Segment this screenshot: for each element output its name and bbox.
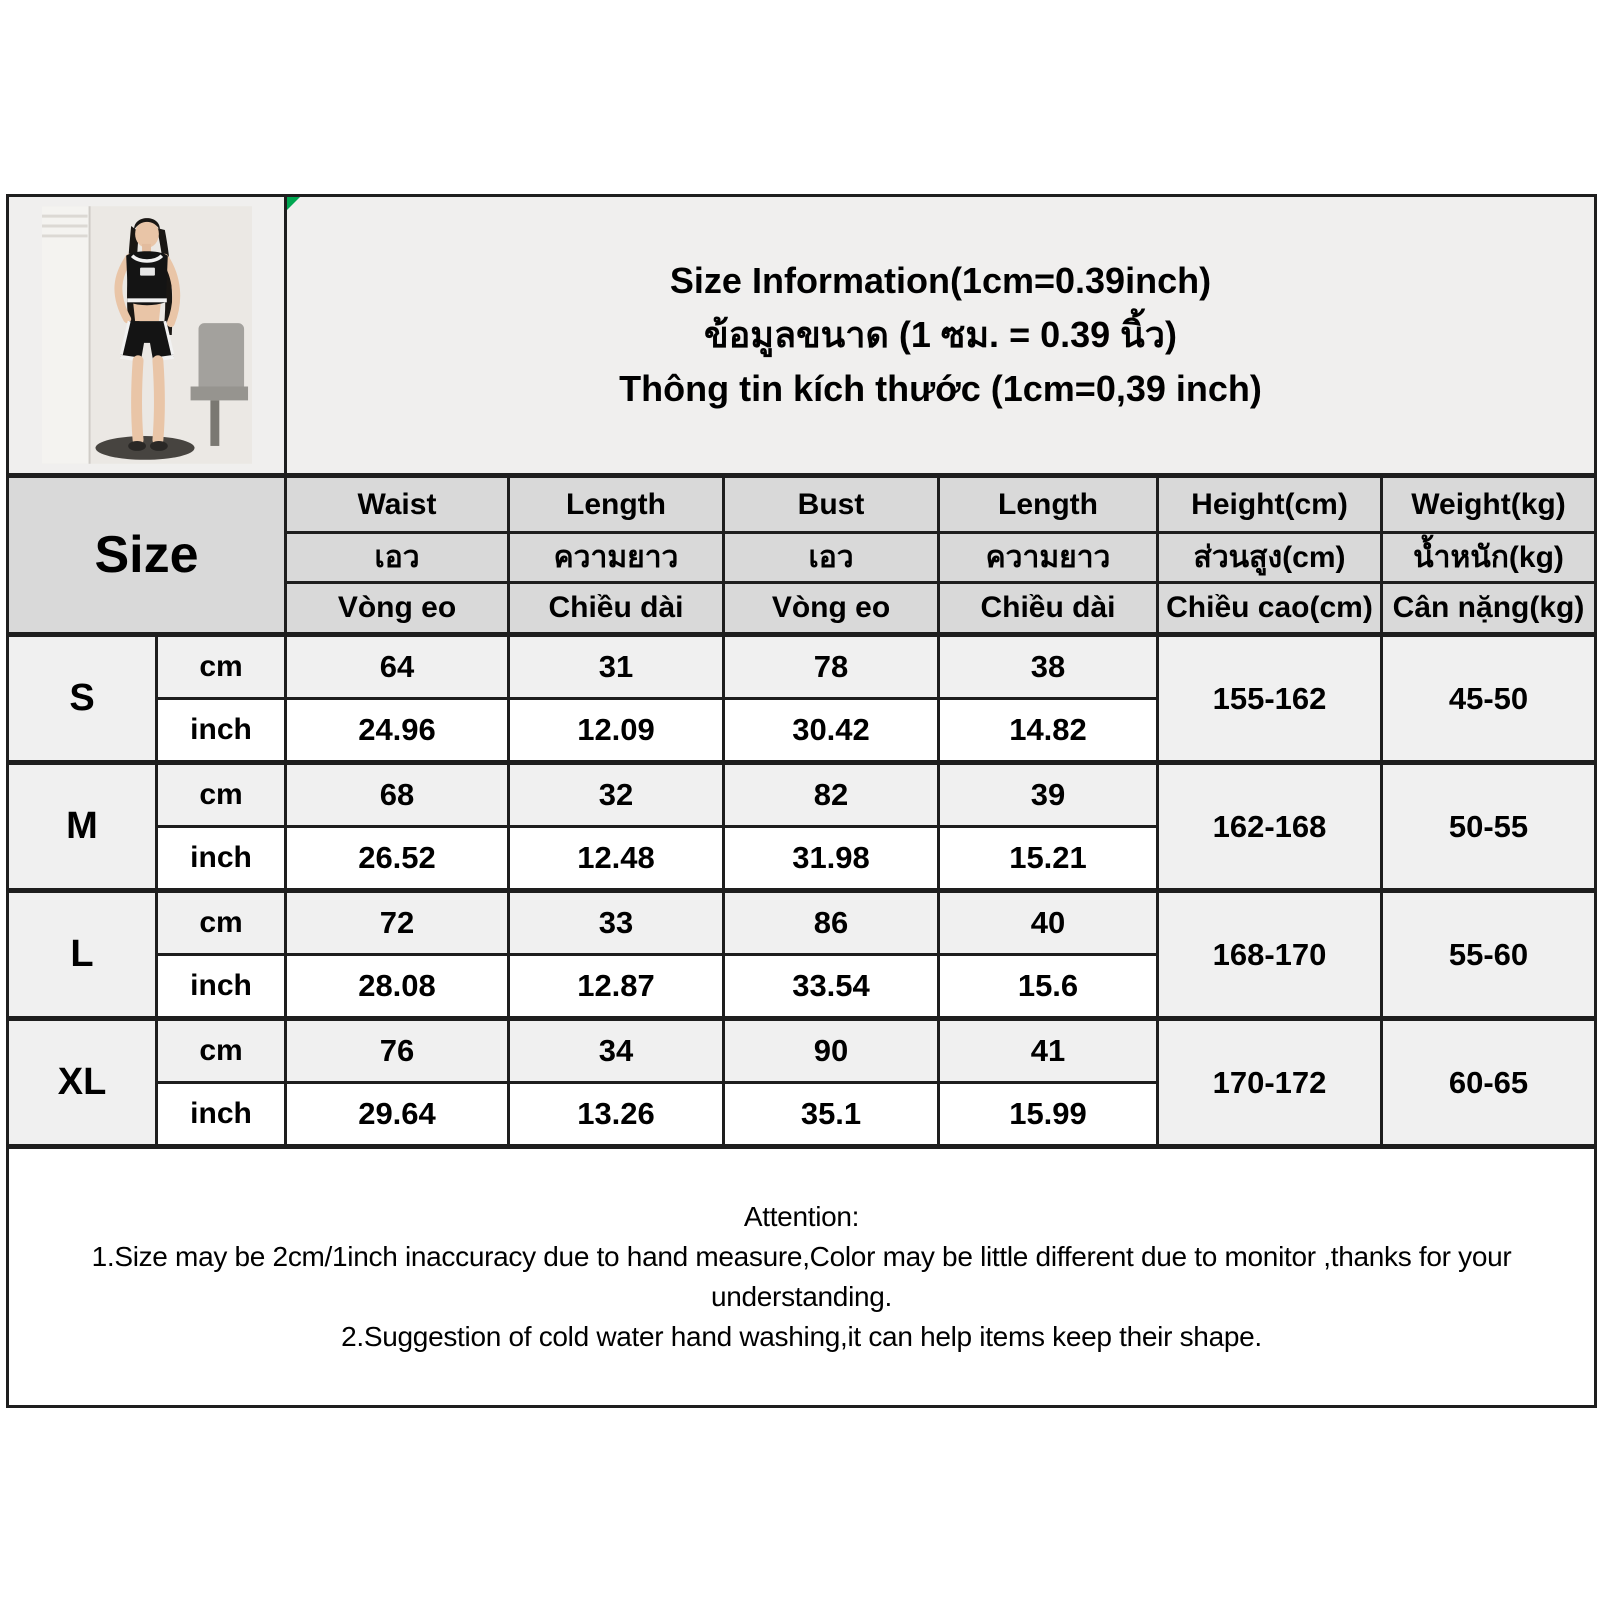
header-weight-en: Weight(kg) <box>1379 473 1598 534</box>
size-label-m: M <box>6 760 158 892</box>
unit-label-inch: inch <box>155 953 287 1020</box>
header-height-th: ส่วนสูง(cm) <box>1156 531 1383 584</box>
cell-m-cm-length1: 32 <box>507 760 725 828</box>
cell-l-inch-waist: 28.08 <box>284 953 510 1020</box>
attention-cell: Attention: 1.Size may be 2cm/1inch inacc… <box>5 1144 1598 1408</box>
cell-l-cm-bust: 86 <box>722 888 940 956</box>
attention-note-1: 1.Size may be 2cm/1inch inaccuracy due t… <box>91 1241 1512 1312</box>
unit-label-inch: inch <box>155 1081 287 1148</box>
title-vietnamese: Thông tin kích thước (1cm=0,39 inch) <box>619 368 1262 409</box>
header-bust-vi: Vòng eo <box>722 581 940 636</box>
cell-xl-cm-length1: 34 <box>507 1016 725 1084</box>
header-length1-th: ความยาว <box>507 531 725 584</box>
cell-l-weight: 55-60 <box>1379 888 1598 1020</box>
header-length1-en: Length <box>507 473 725 534</box>
cell-m-cm-bust: 82 <box>722 760 940 828</box>
header-length2-vi: Chiều dài <box>937 581 1159 636</box>
header-weight-vi: Cân nặng(kg) <box>1379 581 1598 636</box>
cell-s-weight: 45-50 <box>1379 632 1598 764</box>
header-bust-en: Bust <box>722 473 940 534</box>
cell-l-height: 168-170 <box>1156 888 1383 1020</box>
cell-m-inch-length2: 15.21 <box>937 825 1159 892</box>
header-height-vi: Chiều cao(cm) <box>1156 581 1383 636</box>
title-thai: ข้อมูลขนาด (1 ซม. = 0.39 นิ้ว) <box>704 314 1177 355</box>
cell-m-cm-length2: 39 <box>937 760 1159 828</box>
header-length1-vi: Chiều dài <box>507 581 725 636</box>
cell-l-inch-bust: 33.54 <box>722 953 940 1020</box>
attention-note-2: 2.Suggestion of cold water hand washing,… <box>341 1321 1262 1352</box>
cell-xl-cm-waist: 76 <box>284 1016 510 1084</box>
cell-s-cm-length2: 38 <box>937 632 1159 700</box>
cell-s-inch-length2: 14.82 <box>937 697 1159 764</box>
cell-xl-inch-waist: 29.64 <box>284 1081 510 1148</box>
size-label-l: L <box>6 888 158 1020</box>
cell-m-inch-waist: 26.52 <box>284 825 510 892</box>
cell-xl-inch-bust: 35.1 <box>722 1081 940 1148</box>
header-length2-en: Length <box>937 473 1159 534</box>
cell-s-height: 155-162 <box>1156 632 1383 764</box>
cell-xl-height: 170-172 <box>1156 1016 1383 1148</box>
cell-l-cm-waist: 72 <box>284 888 510 956</box>
cell-l-cm-length2: 40 <box>937 888 1159 956</box>
header-height-en: Height(cm) <box>1156 473 1383 534</box>
unit-label-inch: inch <box>155 697 287 764</box>
cell-xl-cm-bust: 90 <box>722 1016 940 1084</box>
title-cell: Size Information(1cm=0.39inch) ข้อมูลขนา… <box>283 194 1598 477</box>
cell-s-cm-bust: 78 <box>722 632 940 700</box>
header-waist-en: Waist <box>284 473 510 534</box>
cell-m-inch-bust: 31.98 <box>722 825 940 892</box>
header-waist-th: เอว <box>284 531 510 584</box>
cell-l-cm-length1: 33 <box>507 888 725 956</box>
green-corner-marker-icon <box>288 198 300 210</box>
header-bust-th: เอว <box>722 531 940 584</box>
header-waist-vi: Vòng eo <box>284 581 510 636</box>
header-weight-th: น้ำหนัก(kg) <box>1379 531 1598 584</box>
cell-s-cm-waist: 64 <box>284 632 510 700</box>
size-corner-label: Size <box>6 473 287 636</box>
cell-m-height: 162-168 <box>1156 760 1383 892</box>
cell-s-cm-length1: 31 <box>507 632 725 700</box>
model-photo-illustration <box>41 206 252 464</box>
header-length2-th: ความยาว <box>937 531 1159 584</box>
unit-label-cm: cm <box>155 760 287 828</box>
cell-xl-weight: 60-65 <box>1379 1016 1598 1148</box>
cell-xl-inch-length1: 13.26 <box>507 1081 725 1148</box>
cell-s-inch-waist: 24.96 <box>284 697 510 764</box>
size-chart-table: Size Information(1cm=0.39inch) ข้อมูลขนา… <box>5 194 1598 1408</box>
cell-s-inch-length1: 12.09 <box>507 697 725 764</box>
title-english: Size Information(1cm=0.39inch) <box>669 260 1212 301</box>
unit-label-cm: cm <box>155 632 287 700</box>
cell-s-inch-bust: 30.42 <box>722 697 940 764</box>
cell-m-cm-waist: 68 <box>284 760 510 828</box>
unit-label-cm: cm <box>155 1016 287 1084</box>
cell-m-inch-length1: 12.48 <box>507 825 725 892</box>
product-photo-cell <box>6 194 287 477</box>
cell-l-inch-length2: 15.6 <box>937 953 1159 1020</box>
cell-l-inch-length1: 12.87 <box>507 953 725 1020</box>
product-photo <box>11 206 283 464</box>
cell-xl-inch-length2: 15.99 <box>937 1081 1159 1148</box>
unit-label-inch: inch <box>155 825 287 892</box>
size-label-s: S <box>6 632 158 764</box>
cell-m-weight: 50-55 <box>1379 760 1598 892</box>
size-label-xl: XL <box>6 1016 158 1148</box>
unit-label-cm: cm <box>155 888 287 956</box>
attention-heading: Attention: <box>743 1201 860 1232</box>
cell-xl-cm-length2: 41 <box>937 1016 1159 1084</box>
